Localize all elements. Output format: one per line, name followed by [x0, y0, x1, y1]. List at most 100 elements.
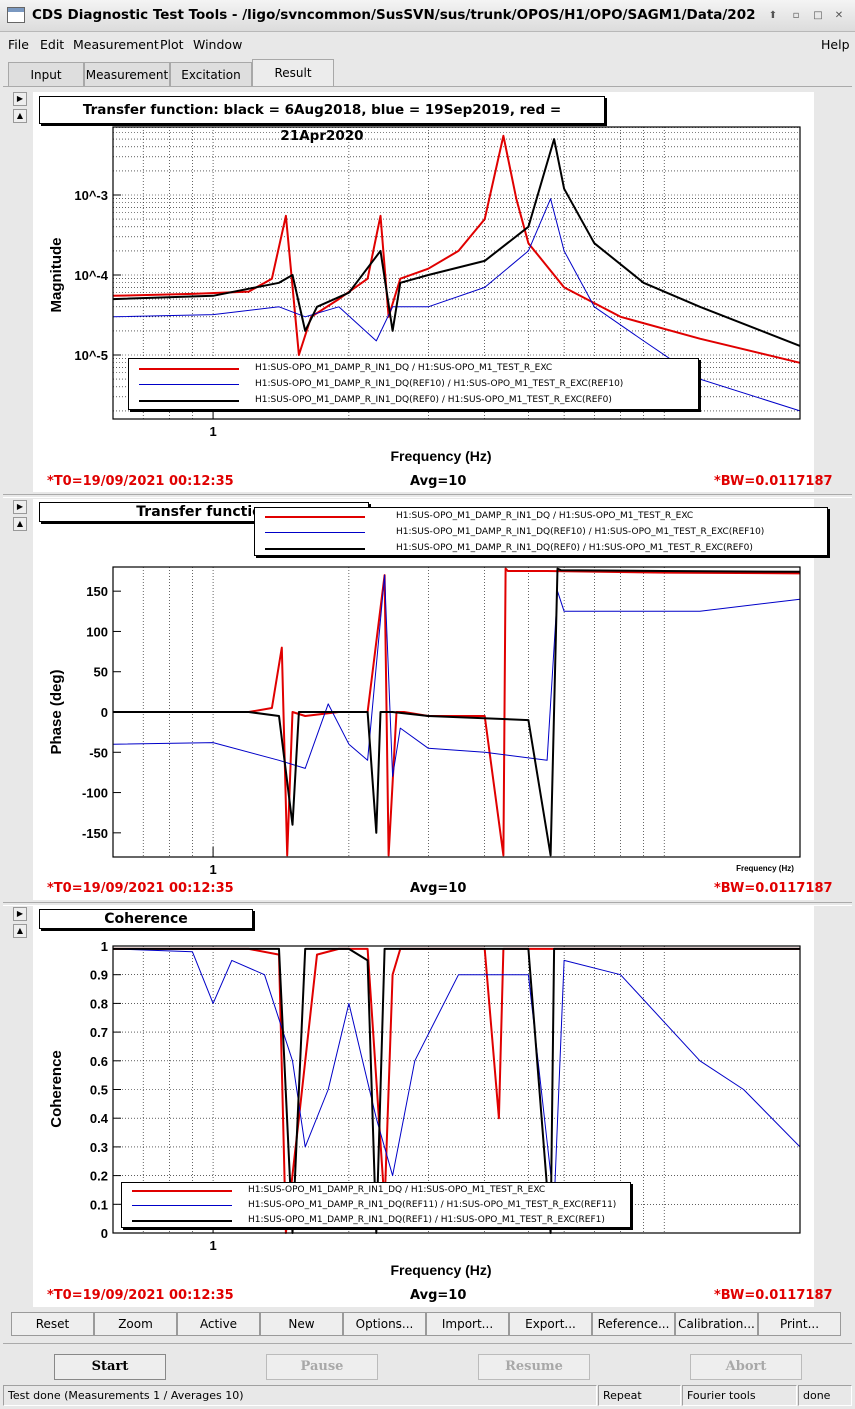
status-mode: Repeat — [598, 1385, 681, 1406]
legend-label: H1:SUS-OPO_M1_DAMP_R_IN1_DQ(REF10) / H1:… — [396, 527, 765, 537]
pause-button[interactable]: Pause — [266, 1354, 378, 1380]
abort-button[interactable]: Abort — [690, 1354, 802, 1380]
legend-label: H1:SUS-OPO_M1_DAMP_R_IN1_DQ(REF0) / H1:S… — [396, 543, 753, 553]
tab-result[interactable]: Result — [252, 59, 334, 87]
zoom-button[interactable]: Zoom — [94, 1312, 177, 1336]
legend-swatch — [132, 1190, 232, 1192]
magnitude-plot-title: Transfer function: black = 6Aug2018, blu… — [39, 96, 605, 144]
y-tick-label: 0 — [101, 1226, 108, 1241]
maximize-icon[interactable]: □ — [813, 10, 823, 21]
start-button[interactable]: Start — [54, 1354, 166, 1380]
legend-entry: H1:SUS-OPO_M1_DAMP_R_IN1_DQ(REF10) / H1:… — [129, 377, 698, 393]
x-tick-label: 1 — [209, 862, 216, 877]
menu-plot[interactable]: Plot — [160, 37, 184, 52]
legend-swatch — [265, 516, 365, 518]
panel2-expand-icon[interactable]: ▶ — [13, 500, 27, 514]
tab-excitation[interactable]: Excitation — [170, 62, 252, 86]
import-button[interactable]: Import... — [426, 1312, 509, 1336]
menu-measurement[interactable]: Measurement — [73, 37, 159, 52]
x-axis-label: Frequency (Hz) — [736, 864, 794, 873]
print-button[interactable]: Print... — [758, 1312, 841, 1336]
y-axis-label: Phase (deg) — [48, 669, 65, 754]
panel1-expand-icon[interactable]: ▶ — [13, 92, 27, 106]
new-button[interactable]: New — [260, 1312, 343, 1336]
legend-swatch — [265, 548, 365, 550]
close-icon[interactable]: ✕ — [834, 10, 844, 21]
export-button[interactable]: Export... — [509, 1312, 592, 1336]
panel3-collapse-icon[interactable]: ▲ — [13, 924, 27, 938]
menu-help[interactable]: Help — [821, 37, 850, 52]
y-tick-label: 10^-5 — [74, 348, 108, 363]
menu-edit[interactable]: Edit — [40, 37, 65, 52]
coherence-plot-title: Coherence — [39, 909, 253, 929]
legend-label: H1:SUS-OPO_M1_DAMP_R_IN1_DQ(REF11) / H1:… — [248, 1200, 617, 1210]
coherence-legend: H1:SUS-OPO_M1_DAMP_R_IN1_DQ / H1:SUS-OPO… — [121, 1182, 631, 1228]
tab-input[interactable]: Input — [8, 62, 84, 86]
panel1-collapse-icon[interactable]: ▲ — [13, 109, 27, 123]
options-button[interactable]: Options... — [343, 1312, 426, 1336]
t0-label: *T0=19/09/2021 00:12:35 — [47, 881, 234, 896]
series-blue-line — [112, 948, 801, 1205]
legend-entry: H1:SUS-OPO_M1_DAMP_R_IN1_DQ / H1:SUS-OPO… — [255, 509, 827, 525]
legend-entry: H1:SUS-OPO_M1_DAMP_R_IN1_DQ(REF0) / H1:S… — [255, 541, 827, 557]
panel3-expand-icon[interactable]: ▶ — [13, 907, 27, 921]
y-tick-label: 0.7 — [90, 1025, 108, 1040]
x-axis-label: Frequency (Hz) — [390, 448, 491, 464]
bw-label: *BW=0.0117187 — [714, 881, 833, 896]
y-tick-label: 0.1 — [90, 1197, 108, 1212]
restore-icon[interactable]: ▫ — [792, 10, 800, 21]
tab-measurement[interactable]: Measurement — [84, 62, 170, 86]
reset-button[interactable]: Reset — [11, 1312, 94, 1336]
menu-file[interactable]: File — [8, 37, 29, 52]
calibration-button[interactable]: Calibration... — [675, 1312, 758, 1336]
title-bar: CDS Diagnostic Test Tools - /ligo/svncom… — [0, 0, 855, 32]
series-blue-line — [112, 198, 801, 412]
menu-bar: File Edit Measurement Plot Window Help — [0, 33, 855, 55]
y-tick-label: 0.8 — [90, 996, 108, 1011]
panel-separator — [3, 902, 852, 906]
x-axis-label: Frequency (Hz) — [390, 1262, 491, 1278]
plot-toolbar: Reset Zoom Active New Options... Import.… — [11, 1312, 841, 1336]
magnitude-plot-panel: 10^-3 10^-4 10^-5 1 Frequency (Hz) Magnitude … — [33, 92, 833, 492]
legend-entry: H1:SUS-OPO_M1_DAMP_R_IN1_DQ(REF11) / H1:… — [122, 1198, 630, 1214]
coherence-plot-panel: 1 0.9 0.8 0.7 0.6 0.5 0.4 0.3 0.2 0.1 0 1 Frequency … — [33, 906, 833, 1307]
y-tick-label: 100 — [86, 624, 108, 639]
panel2-collapse-icon[interactable]: ▲ — [13, 517, 27, 531]
legend-swatch — [139, 384, 239, 385]
panel-separator — [3, 494, 852, 498]
series-black-line — [113, 567, 801, 857]
series-red-line — [112, 134, 801, 364]
status-state: done — [798, 1385, 852, 1406]
menu-window[interactable]: Window — [193, 37, 243, 52]
bw-label: *BW=0.0117187 — [714, 1288, 833, 1303]
y-axis-label: Magnitude — [48, 238, 65, 313]
phase-plot-panel: 150 100 50 0 -50 -100 -150 1 Frequency (Hz) Phase… — [33, 499, 833, 900]
legend-label: H1:SUS-OPO_M1_DAMP_R_IN1_DQ(REF1) / H1:S… — [248, 1215, 605, 1225]
status-tools: Fourier tools — [682, 1385, 797, 1406]
y-tick-label: -50 — [89, 745, 108, 760]
legend-entry: H1:SUS-OPO_M1_DAMP_R_IN1_DQ / H1:SUS-OPO… — [122, 1183, 630, 1199]
legend-swatch — [265, 532, 365, 533]
y-tick-label: 10^-4 — [74, 268, 108, 283]
x-tick-label: 1 — [209, 1238, 216, 1253]
y-tick-label: 0.9 — [90, 968, 108, 983]
tab-divider — [3, 86, 852, 87]
series-red-line — [113, 567, 801, 857]
legend-label: H1:SUS-OPO_M1_DAMP_R_IN1_DQ / H1:SUS-OPO… — [396, 511, 694, 521]
app-icon — [7, 7, 25, 23]
legend-label: H1:SUS-OPO_M1_DAMP_R_IN1_DQ / H1:SUS-OPO… — [255, 363, 553, 373]
y-tick-label: 0 — [101, 705, 108, 720]
up-icon[interactable]: ⬆︎ — [768, 10, 778, 21]
y-tick-label: 0.2 — [90, 1169, 108, 1184]
y-axis-label: Coherence — [48, 1050, 65, 1128]
reference-button[interactable]: Reference... — [592, 1312, 675, 1336]
legend-entry: H1:SUS-OPO_M1_DAMP_R_IN1_DQ(REF1) / H1:S… — [122, 1213, 630, 1229]
active-button[interactable]: Active — [177, 1312, 260, 1336]
toolbar-divider — [3, 1343, 852, 1344]
resume-button[interactable]: Resume — [478, 1354, 590, 1380]
avg-label: Avg=10 — [410, 1288, 467, 1303]
series-blue-line — [112, 574, 801, 777]
legend-label: H1:SUS-OPO_M1_DAMP_R_IN1_DQ(REF10) / H1:… — [255, 379, 624, 389]
legend-entry: H1:SUS-OPO_M1_DAMP_R_IN1_DQ(REF10) / H1:… — [255, 525, 827, 541]
y-tick-label: -100 — [82, 786, 108, 801]
